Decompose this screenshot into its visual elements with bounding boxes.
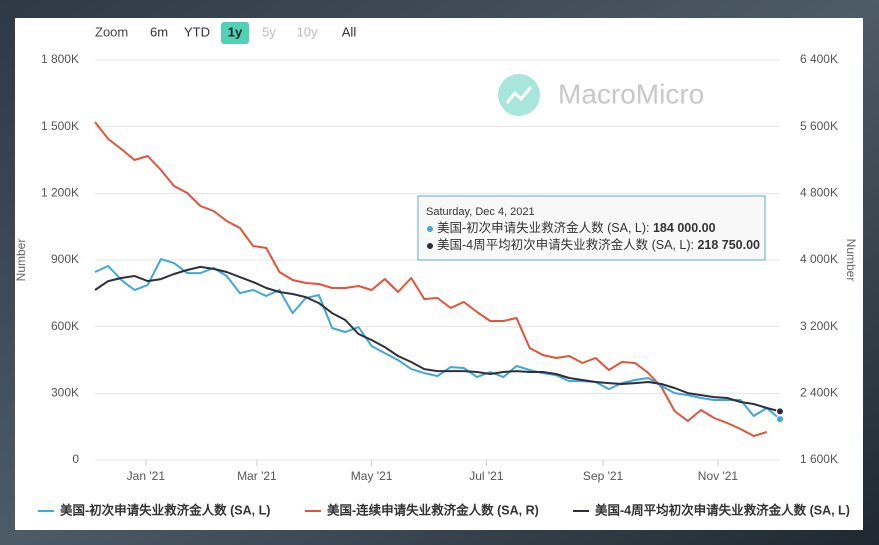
range-button[interactable]: 10y — [297, 24, 318, 39]
x-tick-label: Mar '21 — [237, 469, 277, 483]
x-tick-label: May '21 — [351, 469, 393, 483]
y2-axis-title: Number — [844, 239, 858, 282]
y2-tick-label: 2 400K — [800, 386, 838, 400]
y-tick-label: 600K — [51, 319, 79, 333]
y2-tick-label: 4 800K — [800, 186, 838, 200]
watermark: MacroMicro — [558, 78, 704, 109]
y2-tick-label: 4 000K — [800, 252, 838, 266]
range-button-bg — [221, 22, 249, 44]
tooltip-box — [417, 195, 766, 261]
series-line — [94, 258, 781, 420]
range-button[interactable]: 5y — [262, 24, 276, 39]
zoom-label: Zoom — [95, 24, 128, 39]
y2-tick-label: 6 400K — [800, 52, 838, 66]
site-watermark: 汇外网 — [788, 505, 860, 532]
y2-tick-label: 5 600K — [800, 119, 838, 133]
tooltip-value: 218 750.00 — [697, 238, 760, 252]
y-tick-label: 300K — [51, 386, 79, 400]
y2-tick-label: 3 200K — [800, 319, 838, 333]
x-tick-label: Jan '21 — [127, 469, 166, 483]
range-button[interactable]: All — [342, 24, 357, 39]
x-tick-label: Sep '21 — [583, 469, 624, 483]
range-button[interactable]: 6m — [150, 24, 168, 39]
tooltip: Saturday, Dec 4, 2021 美国-初次申请失业救济金人数 (SA,… — [417, 195, 766, 261]
tooltip-row: 美国-初次申请失业救济金人数 (SA, L): 184 000.00 — [437, 220, 716, 235]
watermark-logo — [498, 74, 540, 116]
y-tick-label: 1 800K — [41, 52, 79, 66]
range-button[interactable]: YTD — [184, 24, 210, 39]
x-tick-label: Nov '21 — [698, 469, 739, 483]
series-line — [94, 265, 781, 413]
series-line — [94, 121, 768, 437]
legend-label[interactable]: 美国-初次申请失业救济金人数 (SA, L) — [60, 502, 270, 517]
hover-marker — [776, 415, 784, 424]
y-tick-label: 0 — [72, 452, 79, 466]
hover-marker — [776, 407, 784, 416]
x-tick-label: Jul '21 — [469, 469, 504, 483]
tooltip-title: Saturday, Dec 4, 2021 — [426, 206, 535, 218]
panel — [15, 18, 863, 530]
tooltip-series-name: 美国-初次申请失业救济金人数 (SA, L): — [437, 220, 653, 235]
y-tick-label: 1 500K — [41, 119, 79, 133]
tooltip-dot — [427, 226, 433, 232]
range-button[interactable]: 1y — [228, 24, 243, 39]
y2-tick-label: 1 600K — [800, 452, 838, 466]
tooltip-dot — [427, 243, 433, 249]
tooltip-series-name: 美国-4周平均初次申请失业救济金人数 (SA, L): — [437, 237, 697, 252]
tooltip-value: 184 000.00 — [653, 221, 716, 235]
y-tick-label: 1 200K — [41, 186, 79, 200]
tooltip-row: 美国-4周平均初次申请失业救济金人数 (SA, L): 218 750.00 — [437, 237, 760, 252]
y-tick-label: 900K — [51, 252, 79, 266]
legend-label[interactable]: 美国-连续申请失业救济金人数 (SA, R) — [327, 502, 539, 517]
legend-label[interactable]: 美国-4周平均初次申请失业救济金人数 (SA, L) — [595, 502, 850, 517]
y-axis-title: Number — [14, 239, 28, 282]
